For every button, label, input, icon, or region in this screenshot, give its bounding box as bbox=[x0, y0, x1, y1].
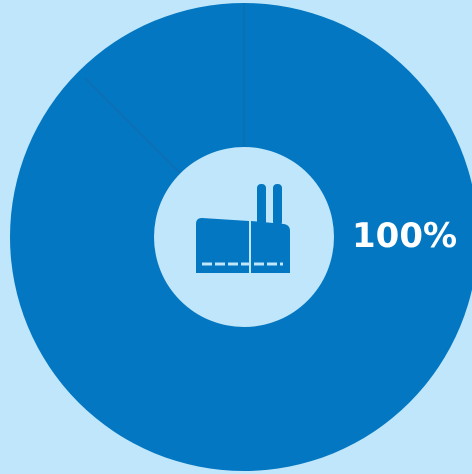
factory-building-shape bbox=[196, 218, 290, 273]
factory-icon bbox=[196, 184, 290, 273]
chimney-shape bbox=[273, 184, 282, 226]
chimney-shape bbox=[257, 184, 266, 226]
slice-divider bbox=[84, 77, 181, 174]
data-label-100-percent: 100% bbox=[352, 216, 457, 256]
